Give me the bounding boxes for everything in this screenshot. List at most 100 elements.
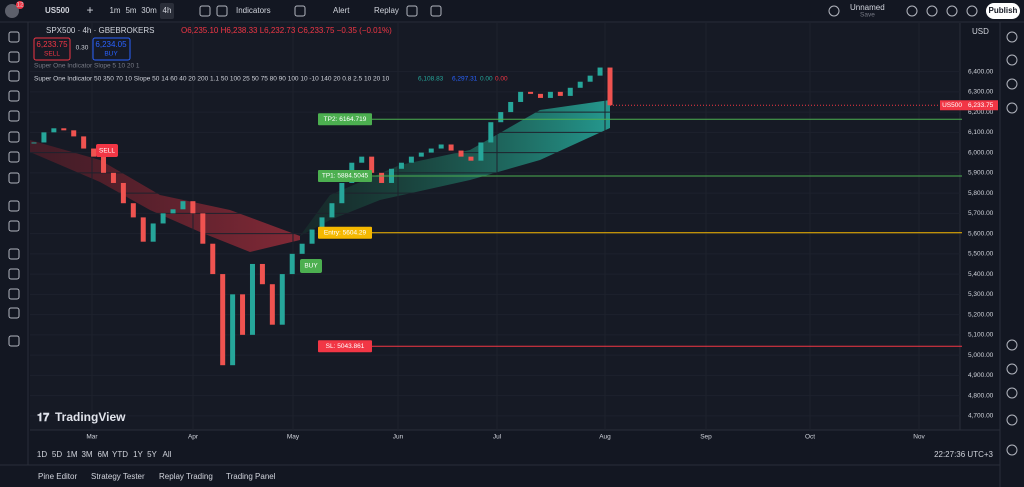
candle [587,75,593,82]
interval[interactable]: 4h [163,6,172,15]
y-tick-label: 4,900.00 [968,372,994,379]
buy-signal: BUY [304,263,318,270]
left-tool[interactable] [8,31,20,43]
indicator-value: 0.00 [495,76,508,83]
top-tool[interactable] [406,5,418,17]
candle [180,201,186,210]
top-right-tool[interactable] [906,5,918,17]
right-tool[interactable] [1006,414,1018,426]
top-tool[interactable] [294,5,306,17]
x-tick-label: Sep [700,434,712,441]
left-tool[interactable] [8,248,20,260]
left-tool[interactable] [8,307,20,319]
top-tool[interactable] [216,5,228,17]
indicator-value: 0.00 [480,76,493,83]
candle [398,162,404,169]
bottom-tab[interactable]: Trading Panel [226,472,276,481]
candle [329,203,335,218]
candle [279,274,285,325]
right-tool[interactable] [1006,444,1018,456]
left-tool[interactable] [8,268,20,280]
candle [220,274,226,366]
left-tool[interactable] [8,288,20,300]
left-tool[interactable] [8,110,20,122]
range-button[interactable]: YTD [112,450,128,459]
right-tool[interactable] [1006,54,1018,66]
candle [379,172,385,183]
y-tick-label: 5,900.00 [968,170,994,177]
x-tick-label: Jun [393,434,404,441]
sell-box[interactable] [33,37,71,61]
buy-box[interactable] [92,37,131,61]
x-tick-label: Mar [86,434,98,441]
candle [101,156,107,173]
top-right-tool[interactable] [946,5,958,17]
x-tick-label: Apr [188,434,199,441]
left-tool[interactable] [8,70,20,82]
top-tool[interactable] [430,5,442,17]
left-tool[interactable] [8,90,20,102]
candle [408,156,414,163]
range-button[interactable]: 3M [81,450,92,459]
range-button[interactable]: 1Y [133,450,143,459]
layout-name[interactable]: Unnamed [850,3,885,12]
range-button[interactable]: All [163,450,172,459]
candle [130,203,136,218]
top-tool[interactable] [199,5,211,17]
right-tool[interactable] [1006,102,1018,114]
candle [508,101,514,113]
interval[interactable]: 5m [125,6,136,15]
right-tool[interactable] [1006,31,1018,43]
y-tick-label: 6,300.00 [968,89,994,96]
publish[interactable]: Publish [989,6,1018,15]
left-tool[interactable] [8,335,20,347]
top-right-tool[interactable] [828,5,840,17]
cloud-bear [30,140,300,252]
top-right-tool[interactable] [926,5,938,17]
range-button[interactable]: 1D [37,450,47,459]
candle [478,142,484,161]
plot-area [30,23,960,430]
range-button[interactable]: 1M [66,450,77,459]
right-tool[interactable] [1006,363,1018,375]
level-tag [318,169,372,182]
left-tool[interactable] [8,51,20,63]
bottom-tab[interactable]: Replay Trading [159,472,213,481]
left-tool[interactable] [8,131,20,143]
right-tool[interactable] [1006,78,1018,90]
range-button[interactable]: 5D [52,450,62,459]
replay[interactable]: Replay [374,6,399,15]
x-tick-label: May [287,434,300,441]
symbol[interactable]: US500 [45,6,70,15]
right-tool[interactable] [1006,339,1018,351]
candle [309,229,315,244]
alert[interactable]: Alert [333,6,350,15]
left-tool[interactable] [8,220,20,232]
y-tick-label: 5,200.00 [968,311,994,318]
publish-button[interactable] [986,3,1020,19]
y-tick-label: 4,700.00 [968,413,994,420]
indicators[interactable]: Indicators [236,6,271,15]
candle [61,128,67,131]
bottom-tab[interactable]: Pine Editor [38,472,77,481]
avatar[interactable] [5,4,19,18]
range-button[interactable]: 6M [97,450,108,459]
candle [339,182,345,204]
interval[interactable]: 1m [109,6,120,15]
currency[interactable]: USD [972,27,989,36]
add-symbol[interactable]: + [86,3,93,17]
candle [547,91,553,98]
interval[interactable]: 30m [141,6,157,15]
top-right-tool[interactable] [966,5,978,17]
bottom-tab[interactable]: Strategy Tester [91,472,145,481]
y-tick-label: 6,100.00 [968,129,994,136]
range-button[interactable]: 5Y [147,450,157,459]
level-label: TP1: 5884.5045 [322,173,369,180]
indicator-2: Super One Indicator 50 350 70 10 Slope 5… [34,76,390,83]
left-tool[interactable] [8,172,20,184]
left-tool[interactable] [8,151,20,163]
right-tool[interactable] [1006,387,1018,399]
candle [289,253,295,275]
left-tool[interactable] [8,200,20,212]
